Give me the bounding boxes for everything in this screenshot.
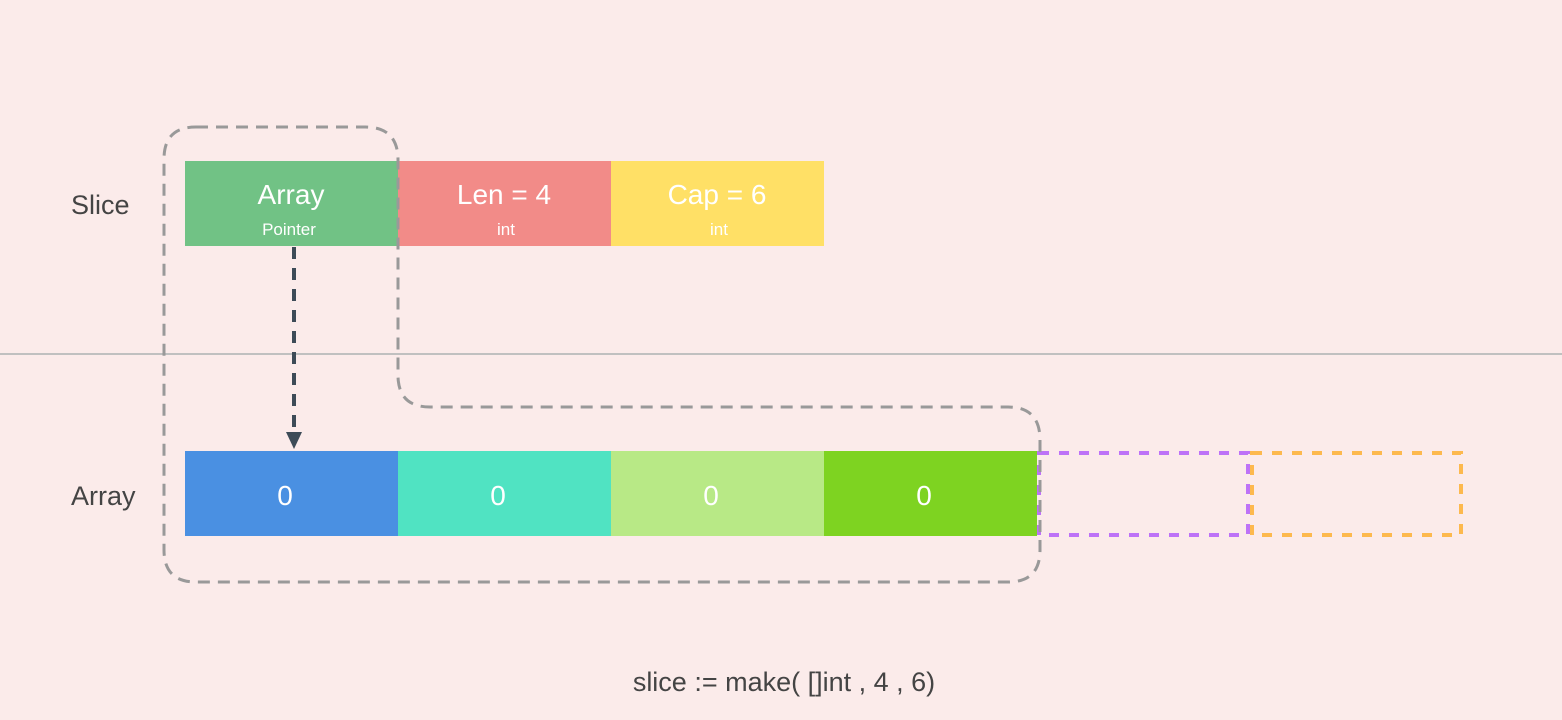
field-type: Pointer: [262, 220, 316, 239]
slice-label: Slice: [71, 190, 130, 220]
field-type: int: [710, 220, 728, 239]
array-cell: 0: [398, 451, 611, 536]
cell-value: 0: [916, 480, 932, 511]
code-caption: slice := make( []int , 4 , 6): [633, 667, 935, 697]
cell-value: 0: [277, 480, 293, 511]
array-cell: 0: [824, 451, 1037, 536]
cell-value: 0: [703, 480, 719, 511]
slice-header-field-pointer: Array Pointer: [185, 161, 398, 246]
cell-value: 0: [490, 480, 506, 511]
slice-view-outline: [162, 125, 1042, 584]
field-title: Array: [258, 179, 325, 210]
array-cell: 0: [611, 451, 824, 536]
capacity-slot: [1250, 451, 1463, 537]
pointer-arrow: [286, 247, 302, 449]
field-title: Cap = 6: [668, 179, 767, 210]
field-title: Len = 4: [457, 179, 551, 210]
field-type: int: [497, 220, 515, 239]
slice-header-field-cap: Cap = 6 int: [611, 161, 824, 246]
array-cell: 0: [185, 451, 398, 536]
array-label: Array: [71, 481, 136, 511]
slice-header-field-len: Len = 4 int: [398, 161, 611, 246]
capacity-slot: [1037, 451, 1250, 537]
arrowhead-icon: [286, 432, 302, 449]
